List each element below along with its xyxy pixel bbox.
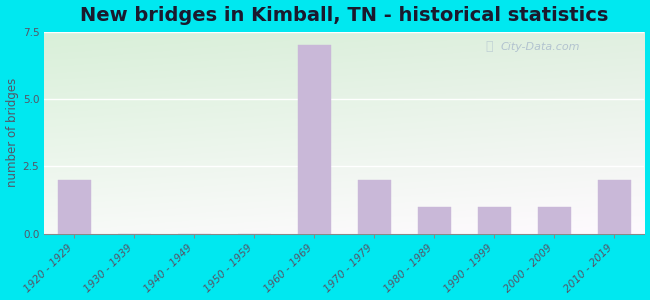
Bar: [538, 207, 571, 234]
Bar: [298, 45, 331, 234]
Text: City-Data.com: City-Data.com: [500, 42, 580, 52]
Bar: [418, 207, 451, 234]
Bar: [58, 180, 91, 234]
Title: New bridges in Kimball, TN - historical statistics: New bridges in Kimball, TN - historical …: [80, 6, 608, 25]
Bar: [598, 180, 631, 234]
Bar: [358, 180, 391, 234]
Y-axis label: number of bridges: number of bridges: [6, 78, 19, 187]
Bar: [478, 207, 511, 234]
Text: ⧗: ⧗: [486, 40, 493, 53]
